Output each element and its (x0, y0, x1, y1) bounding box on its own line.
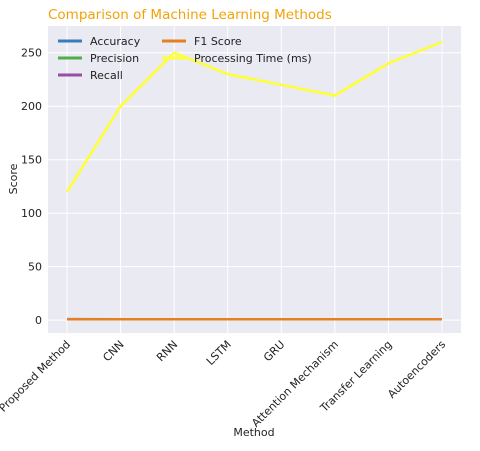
x-tick-label: Autoencoders (385, 338, 448, 401)
y-tick-label: 0 (35, 314, 42, 327)
chart-title: Comparison of Machine Learning Methods (48, 7, 332, 23)
x-tick-label: GRU (261, 338, 287, 364)
x-axis-label: Method (233, 426, 274, 439)
y-tick-label: 150 (21, 154, 42, 167)
legend-label: Recall (90, 69, 123, 82)
x-tick-label: Proposed Method (0, 338, 73, 415)
legend-label: Precision (90, 52, 139, 65)
y-tick-label: 200 (21, 100, 42, 113)
x-tick-label: RNN (154, 338, 180, 364)
legend-label: Accuracy (90, 35, 141, 48)
legend-label: F1 Score (194, 35, 242, 48)
x-tick-label: CNN (100, 338, 126, 364)
x-tick-label: Attention Mechanism (249, 338, 341, 430)
x-tick-label: LSTM (204, 338, 234, 368)
legend-label: Processing Time (ms) (194, 52, 312, 65)
y-tick-label: 100 (21, 207, 42, 220)
y-tick-labels: 0 50 100 150 200 250 (21, 47, 42, 327)
y-tick-label: 50 (28, 261, 42, 274)
y-axis-label: Score (7, 163, 20, 194)
y-tick-label: 250 (21, 47, 42, 60)
